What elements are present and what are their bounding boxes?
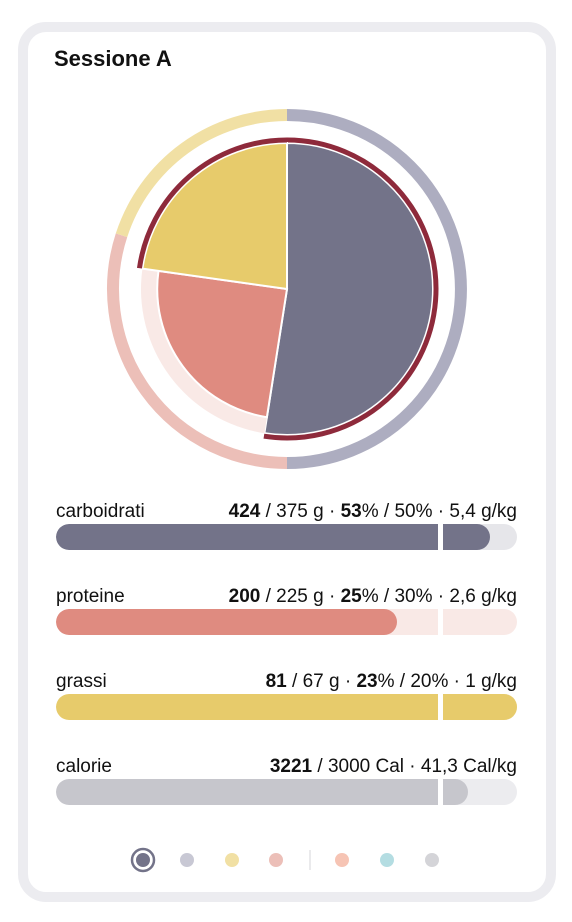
amount: 424	[228, 501, 261, 522]
macro-label: calorie	[56, 756, 112, 777]
page-dot[interactable]	[130, 847, 156, 873]
macro-stats: 81 / 67 g · 23% / 20% · 1 g/kg	[266, 671, 517, 693]
bar-fill	[56, 779, 469, 805]
goal-text: / 3000 Cal · 41,3 Cal/kg	[312, 756, 517, 777]
target-ring	[115, 109, 288, 238]
slice	[263, 141, 434, 436]
target-ring	[286, 109, 467, 469]
macro-stats: 424 / 375 g · 53% / 50% · 5,4 g/kg	[229, 501, 517, 523]
bar-track	[56, 779, 517, 805]
percent: 23	[356, 671, 378, 692]
macro-label: carboidrati	[56, 501, 145, 522]
page-dot[interactable]	[425, 853, 439, 867]
bar-track	[56, 694, 517, 720]
macro-stats: 3221 / 3000 Cal · 41,3 Cal/kg	[270, 756, 517, 778]
target-ring	[107, 233, 288, 469]
goal-marker	[438, 524, 444, 550]
macro-label: grassi	[56, 671, 107, 692]
goal-marker	[438, 609, 444, 635]
macro-row: carboidrati 424 / 375 g · 53% / 50% · 5,4…	[56, 501, 517, 561]
goal-text: / 67 g ·	[286, 671, 357, 692]
goal-marker	[438, 779, 444, 805]
percent-text: % / 30% · 2,6 g/kg	[361, 586, 517, 607]
bar-track	[56, 609, 517, 635]
amount: 200	[228, 586, 261, 607]
bar-track	[56, 524, 517, 550]
slice	[156, 269, 289, 419]
macro-label: proteine	[56, 586, 125, 607]
goal-text: / 375 g ·	[260, 501, 341, 522]
amount: 3221	[269, 756, 313, 777]
over-arc	[263, 137, 439, 441]
over-arc	[136, 137, 288, 269]
bar-fill	[56, 694, 517, 720]
macro-row: proteine 200 / 225 g · 25% / 30% · 2,6 g/…	[56, 586, 517, 646]
slice	[141, 141, 288, 291]
macro-stats: 200 / 225 g · 25% / 30% · 2,6 g/kg	[229, 586, 517, 608]
percent-text: % / 20% · 1 g/kg	[377, 671, 517, 692]
page-dot[interactable]	[380, 853, 394, 867]
bar-fill	[56, 524, 491, 550]
bar-fill	[56, 609, 398, 635]
page-dot[interactable]	[335, 853, 349, 867]
percent: 53	[340, 501, 362, 522]
page-dot-fill	[136, 853, 150, 867]
percent: 25	[340, 586, 362, 607]
percent-text: % / 50% · 5,4 g/kg	[361, 501, 517, 522]
goal-marker	[438, 694, 444, 720]
page-dot[interactable]	[225, 853, 239, 867]
page-dot[interactable]	[269, 853, 283, 867]
goal-text: / 225 g ·	[260, 586, 341, 607]
amount: 81	[265, 671, 287, 692]
macro-row: grassi 81 / 67 g · 23% / 20% · 1 g/kg	[56, 671, 517, 731]
pager	[130, 847, 439, 873]
page-dot[interactable]	[180, 853, 194, 867]
card-title: Sessione A	[54, 46, 172, 71]
macro-row: calorie 3221 / 3000 Cal · 41,3 Cal/kg	[56, 756, 517, 816]
